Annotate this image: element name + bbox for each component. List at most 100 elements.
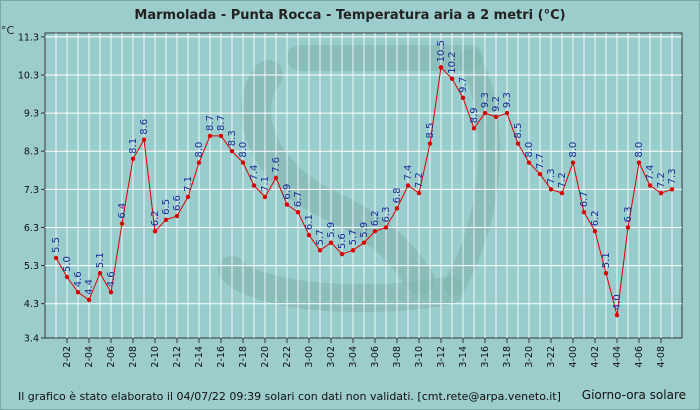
- data-label: 7.3: [667, 168, 678, 184]
- data-point: [438, 65, 444, 70]
- data-point: [207, 133, 213, 139]
- x-tick-label: 2-08: [128, 346, 139, 368]
- data-label: 9.2: [491, 96, 502, 112]
- data-label: 6.3: [623, 207, 634, 223]
- x-tick-label: 3-14: [458, 346, 469, 368]
- data-label: 6.1: [304, 214, 315, 230]
- data-label: 9.3: [480, 92, 491, 108]
- data-point: [493, 114, 499, 120]
- data-label: 8.6: [139, 119, 150, 135]
- data-point: [570, 160, 576, 165]
- data-label: 8.1: [128, 138, 139, 154]
- data-point: [559, 190, 565, 196]
- data-label: 6.4: [117, 203, 128, 219]
- data-label: 8.0: [194, 142, 205, 158]
- data-label: 8.0: [568, 142, 579, 158]
- x-tick-label: 4-04: [612, 346, 623, 368]
- data-label: 4.4: [84, 279, 95, 295]
- data-label: 8.0: [524, 142, 535, 158]
- data-label: 5.1: [95, 252, 106, 268]
- data-label: 8.9: [469, 107, 480, 123]
- data-point: [295, 209, 301, 215]
- data-point: [548, 187, 554, 192]
- data-point: [647, 183, 653, 188]
- data-label: 5.9: [326, 222, 337, 238]
- x-tick-label: 3-04: [348, 346, 359, 368]
- data-point: [416, 190, 422, 196]
- temperature-series: 5.55.04.6 4.45.14.66.48.18.66.26.5 6.67.18…: [51, 40, 678, 318]
- data-point: [482, 110, 488, 116]
- data-label: 7.1: [183, 176, 194, 192]
- data-label: 7.2: [414, 172, 425, 188]
- data-label: 7.4: [645, 165, 656, 181]
- x-tick-label: 4-06: [634, 346, 645, 368]
- data-label: 8.5: [425, 123, 436, 139]
- data-point: [163, 217, 169, 223]
- data-point: [636, 160, 642, 165]
- data-point: [240, 160, 246, 165]
- x-tick-label: 4-08: [656, 346, 667, 368]
- data-point: [229, 148, 235, 154]
- y-axis-unit: °C: [1, 24, 15, 37]
- data-label: 8.0: [634, 142, 645, 158]
- data-point: [592, 229, 598, 234]
- x-tick-label: 2-04: [84, 346, 95, 368]
- y-tick-label: 6.3: [24, 223, 39, 234]
- grid-lines: [45, 33, 682, 338]
- x-tick-label: 3-08: [392, 346, 403, 368]
- data-point: [218, 133, 224, 139]
- data-point: [53, 255, 59, 261]
- data-label: 7.6: [271, 157, 282, 173]
- data-label: 6.3: [381, 207, 392, 223]
- x-tick-label: 4-00: [568, 346, 579, 368]
- data-label: 7.3: [546, 168, 557, 184]
- x-tick-label: 3-20: [524, 346, 535, 368]
- data-label: 4.0: [612, 294, 623, 310]
- x-tick-label: 3-10: [414, 346, 425, 368]
- x-tick-label: 2-16: [216, 346, 227, 368]
- data-label: 8.0: [238, 142, 249, 158]
- data-point: [130, 156, 136, 162]
- data-point: [581, 209, 587, 215]
- data-label: 8.5: [513, 123, 524, 139]
- data-point: [625, 225, 631, 230]
- data-label: 6.2: [150, 210, 161, 226]
- data-label: 6.2: [590, 210, 601, 226]
- data-point: [515, 141, 521, 146]
- y-tick-label: 9.3: [24, 109, 39, 120]
- data-label: 6.7: [579, 191, 590, 207]
- data-label: 5.6: [337, 233, 348, 249]
- x-tick-label: 2-18: [238, 346, 249, 368]
- data-label: 8.7: [205, 115, 216, 131]
- data-label: 10.2: [447, 51, 458, 73]
- data-point: [658, 190, 664, 196]
- data-point: [174, 213, 180, 219]
- data-label: 4.6: [106, 271, 117, 287]
- data-point: [614, 312, 620, 318]
- y-tick-label: 10.3: [18, 70, 39, 81]
- data-point: [350, 248, 356, 253]
- data-label: 5.5: [51, 237, 62, 253]
- x-tick-label: 3-00: [304, 346, 315, 368]
- data-point: [262, 194, 268, 200]
- data-label: 8.3: [227, 130, 238, 146]
- harp-watermark: [218, 45, 501, 313]
- data-label: 6.2: [370, 210, 381, 226]
- data-point: [427, 141, 433, 146]
- x-tick-label: 2-14: [194, 346, 205, 368]
- x-tick-label: 3-22: [546, 346, 557, 368]
- data-point: [152, 229, 158, 234]
- x-tick-label: 2-10: [150, 346, 161, 368]
- data-label: 4.6: [73, 271, 84, 287]
- data-point: [306, 232, 312, 238]
- data-label: 7.4: [249, 165, 260, 181]
- data-label: 9.7: [458, 77, 469, 93]
- chart-title: Marmolada - Punta Rocca - Temperatura ar…: [134, 8, 566, 23]
- data-point: [603, 270, 609, 276]
- data-point: [64, 274, 70, 280]
- data-point: [449, 76, 455, 81]
- data-point: [526, 160, 532, 165]
- x-tick-label: 4-02: [590, 346, 601, 368]
- data-label: 5.1: [601, 252, 612, 268]
